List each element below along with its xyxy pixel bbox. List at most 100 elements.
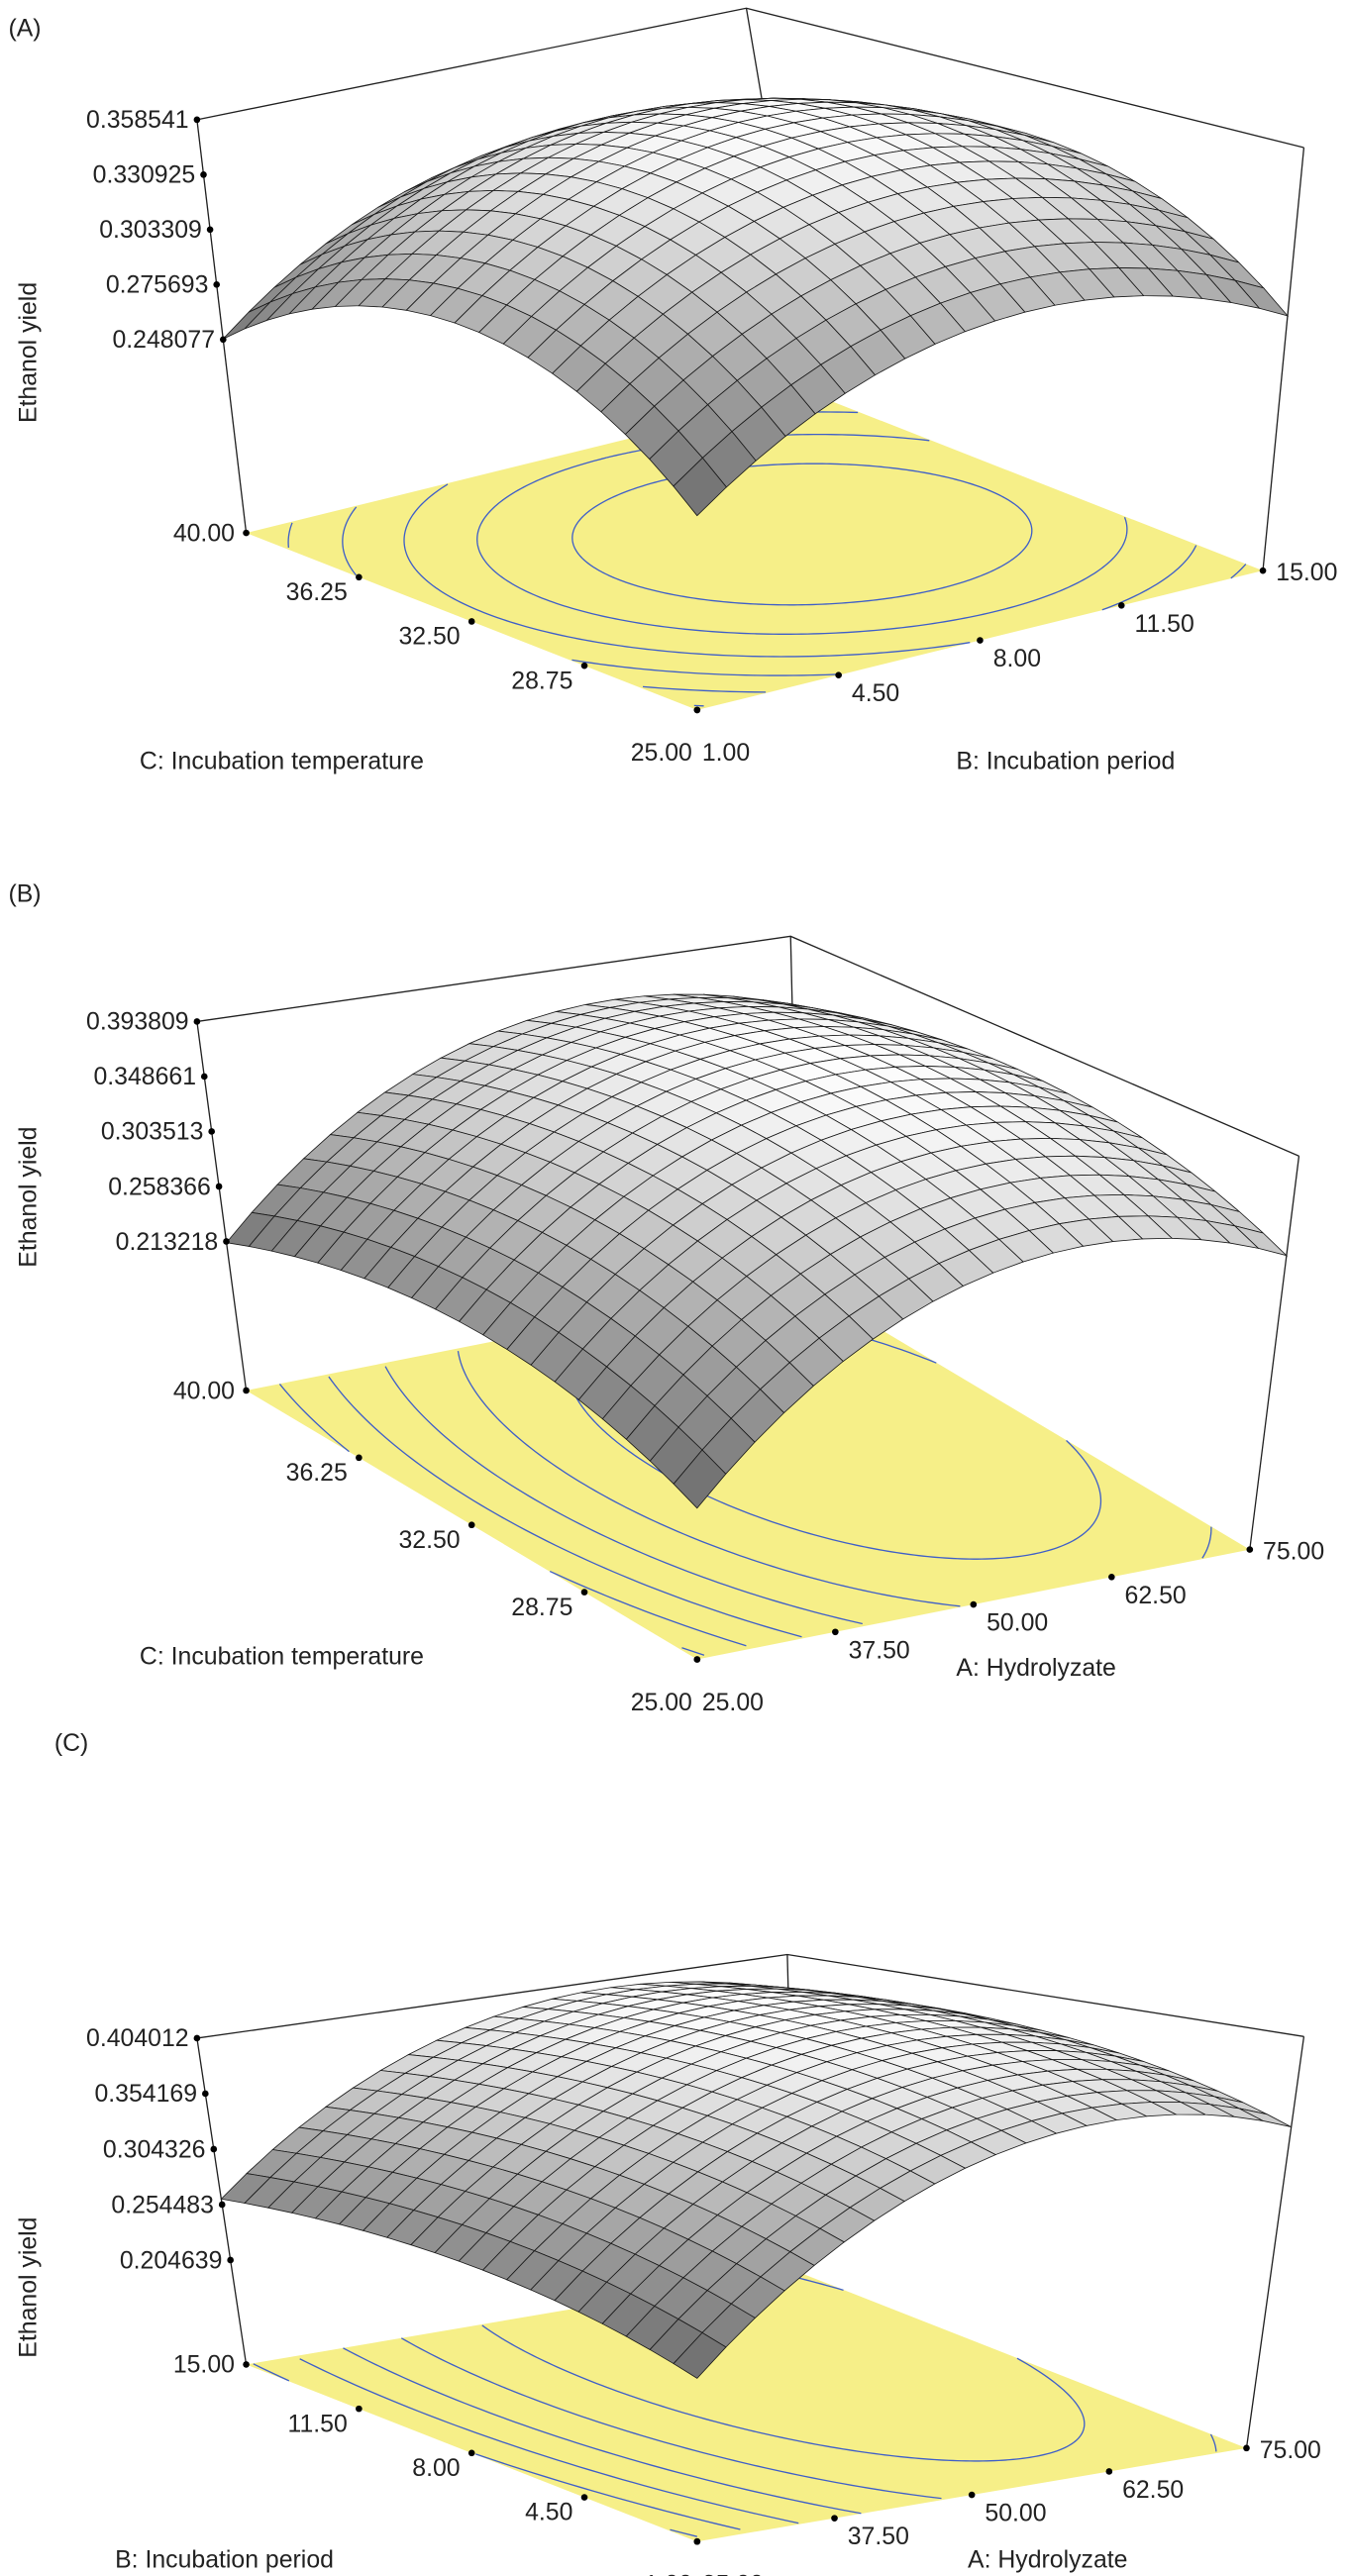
z-tick-label: 0.393809 [86,1009,189,1036]
z-tick-mark [200,1073,208,1081]
x-tick-mark [467,2449,475,2457]
y-tick-mark [831,2515,838,2522]
y-tick-mark [977,637,984,644]
contour-line [670,2528,697,2537]
contour-line [253,2363,290,2382]
z-tick-label: 0.254483 [111,2192,214,2218]
contour-line [571,659,842,676]
contour-line [457,1350,961,1607]
z-tick-label: 0.358541 [86,107,189,134]
z-axis-title: Ethanol yield [16,282,43,423]
y-tick-mark [832,1628,839,1636]
surface-cell [673,1449,727,1509]
panel-label: (A) [8,15,41,42]
contour-line [287,522,293,548]
contour-line [549,1570,747,1647]
box-edge-top [196,1953,1304,2039]
contour-line [1230,564,1247,579]
y-tick-label: 75.00 [1263,1539,1324,1566]
y-tick-label: 25.00 [702,2572,764,2576]
contour-line [1201,1526,1212,1559]
contour-line [278,1384,350,1453]
z-tick-label: 0.348661 [93,1064,196,1090]
contour-line [1101,545,1197,611]
z-tick-mark [218,2201,226,2209]
x-tick-mark [356,2405,363,2413]
y-tick-label: 25.00 [702,1690,764,1716]
z-tick-mark [206,226,214,234]
z-tick-mark [227,2256,234,2264]
y-axis-title: A: Hydrolyzate [968,2547,1127,2574]
panel-label: (C) [54,1730,88,1757]
z-axis-title: Ethanol yield [16,1127,43,1268]
z-tick-label: 0.303309 [99,217,202,244]
contour-line [681,1647,705,1656]
z-axis-title: Ethanol yield [16,2217,43,2358]
y-tick-mark [1117,602,1125,609]
contour-line [475,2453,741,2530]
z-tick-label: 0.404012 [86,2025,189,2052]
y-tick-label: 50.00 [987,1610,1048,1637]
y-tick-label: 11.50 [1134,611,1194,638]
y-tick-mark [1259,567,1267,574]
contour-line [403,483,971,658]
box-edge-right [1249,1156,1300,1550]
z-tick-mark [193,116,201,124]
z-tick-mark [215,1183,223,1190]
surface-panel-3: 0.204639 0.254483 0.304326 0.354169 0.404012… [16,1730,1321,2576]
x-tick-label: 15.00 [173,2352,235,2379]
y-tick-mark [1246,1546,1254,1553]
x-tick-label: 36.25 [286,579,348,606]
box-edge-right [1262,147,1305,571]
y-axis-title: B: Incubation period [956,748,1175,774]
contour-line [1209,2433,1217,2452]
z-tick-label: 0.354169 [94,2081,197,2108]
z-tick-mark [202,2090,209,2098]
x-axis-title: C: Incubation temperature [140,1643,424,1670]
z-tick-mark [210,2145,218,2153]
contour-floor [246,2271,1247,2542]
x-tick-label: 40.00 [173,1378,235,1404]
x-tick-label: 25.00 [631,1690,692,1716]
z-tick-mark [213,281,221,288]
y-tick-mark [1243,2444,1250,2452]
contour-line [342,506,358,576]
y-tick-label: 62.50 [1125,1583,1187,1609]
contour-line [481,2324,1086,2462]
panel-label: (B) [8,881,41,908]
y-tick-mark [693,2537,701,2545]
contour-line [328,1376,802,1638]
z-tick-mark [208,1128,215,1135]
x-tick-label: 25.00 [631,740,692,767]
contour-line [299,2358,799,2524]
z-tick-label: 0.204639 [120,2247,223,2274]
y-tick-label: 50.00 [985,2501,1046,2527]
contour-line [571,463,1033,606]
x-tick-mark [467,1521,475,1529]
y-tick-label: 37.50 [848,2524,909,2550]
x-tick-mark [356,573,363,581]
z-tick-mark [193,2034,201,2042]
x-tick-label: 36.25 [286,1460,348,1487]
contour-line [476,457,1128,635]
y-tick-label: 1.00 [702,740,750,767]
x-tick-label: 40.00 [173,520,235,547]
x-axis-title: C: Incubation temperature [140,748,424,774]
z-axis-line [196,119,248,534]
surface-panel-2: 0.213218 0.258366 0.303513 0.348661 0.393809… [8,881,1324,1716]
x-tick-mark [356,1454,363,1462]
x-tick-label: 28.75 [511,668,572,694]
surface-panel-1: 0.248077 0.275693 0.303309 0.330925 0.358541… [8,7,1337,774]
z-tick-label: 0.304326 [103,2136,206,2163]
x-tick-mark [467,618,475,625]
contour-line [642,685,767,693]
z-tick-label: 0.258366 [108,1174,211,1200]
box-edge-top [196,935,1299,1157]
y-tick-mark [1105,2468,1113,2475]
x-tick-mark [243,529,250,537]
y-tick-label: 15.00 [1276,560,1337,586]
z-tick-mark [200,171,207,178]
y-tick-label: 75.00 [1260,2437,1321,2464]
y-axis-title: A: Hydrolyzate [956,1655,1115,1682]
x-tick-label: 11.50 [287,2411,347,2437]
